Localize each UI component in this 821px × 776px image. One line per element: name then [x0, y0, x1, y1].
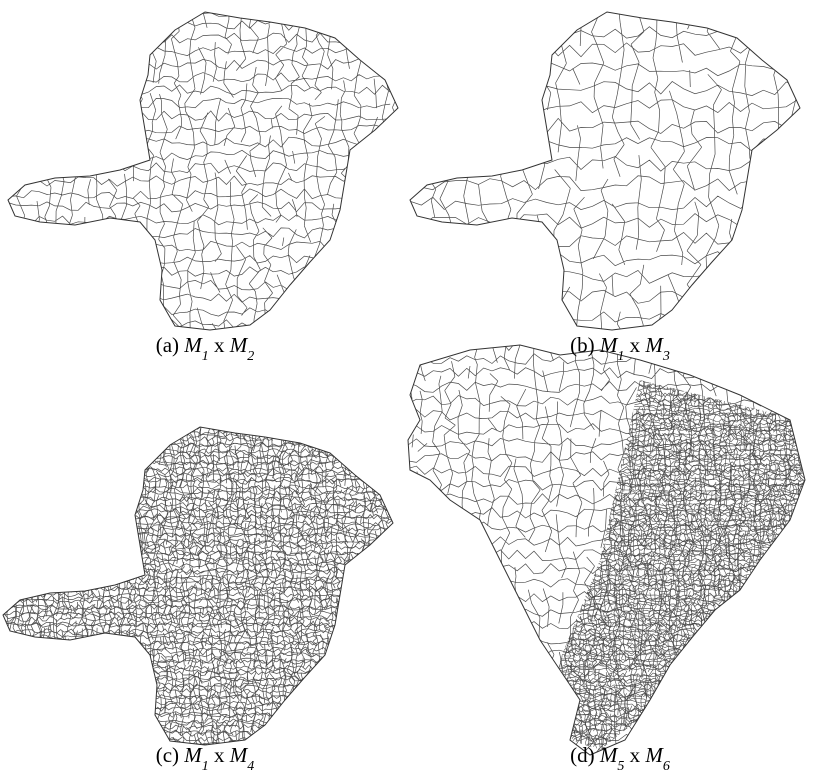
caption-sub: 3 [662, 349, 670, 364]
caption-sub: 6 [663, 759, 670, 774]
caption-op: x [630, 333, 641, 357]
caption-sub: 1 [202, 349, 209, 364]
map-outline [408, 345, 805, 755]
caption-a: (a) M1 x M2 [156, 333, 255, 364]
map-b [402, 5, 797, 353]
map-d [403, 340, 809, 775]
boundary-mesh [557, 377, 808, 759]
caption-m: M [644, 333, 664, 357]
caption-sub: 1 [202, 759, 209, 774]
caption-op: x [214, 743, 225, 767]
figure: (a) M1 x M2 (b) M1 x M3 (c) M1 x M4 (d) … [0, 0, 821, 776]
caption-m: M [599, 743, 619, 767]
caption-m: M [599, 333, 619, 357]
caption-c: (c) M1 x M4 [156, 743, 255, 774]
boundary-mesh [0, 425, 395, 753]
map-outline [410, 12, 800, 330]
caption-op: x [630, 743, 641, 767]
caption-label: (b) [570, 333, 595, 357]
caption-m: M [229, 333, 249, 357]
boundary-mesh [2, 7, 404, 344]
caption-d: (d) M5 x M6 [570, 743, 670, 774]
caption-sub: 4 [247, 759, 254, 774]
boundary-mesh [402, 5, 797, 353]
caption-op: x [214, 333, 225, 357]
map-a [2, 7, 404, 344]
caption-sub: 1 [617, 349, 624, 364]
caption-label: (c) [156, 743, 179, 767]
caption-sub: 5 [617, 759, 624, 774]
caption-label: (a) [156, 333, 179, 357]
caption-m: M [229, 743, 249, 767]
map-c [0, 424, 396, 756]
caption-b: (b) M1 x M3 [570, 333, 670, 364]
map-dense [557, 377, 808, 759]
caption-m: M [644, 743, 664, 767]
caption-sub: 2 [247, 349, 254, 364]
caption-m: M [183, 333, 203, 357]
caption-label: (d) [570, 743, 595, 767]
maps [0, 5, 808, 774]
caption-m: M [183, 743, 203, 767]
